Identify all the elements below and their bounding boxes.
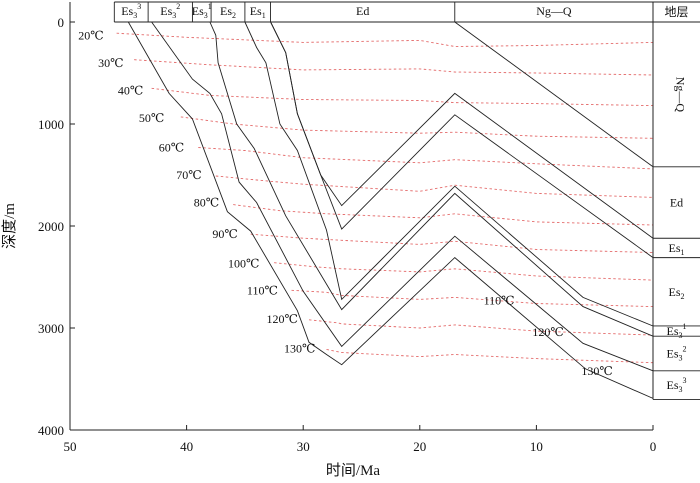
y-axis-title: 深度/m — [1, 203, 18, 249]
isotherm-line — [250, 233, 654, 253]
strata-unit-label: Es2 — [669, 285, 685, 301]
isotherm-line — [308, 319, 654, 336]
x-tick-label: 50 — [64, 439, 77, 454]
x-axis-title: 时间/Ma — [326, 462, 381, 479]
burial-curve — [151, 21, 654, 372]
header-unit-label: Es2 — [220, 4, 236, 20]
header-unit-label: Es32 — [160, 2, 180, 20]
burial-curve — [244, 21, 654, 327]
x-tick-label: 30 — [297, 439, 310, 454]
isotherm-label: 30℃ — [98, 56, 123, 70]
x-tick-label: 40 — [180, 439, 193, 454]
header-unit-label: Es31 — [192, 2, 212, 20]
x-tick-label: 0 — [650, 439, 657, 454]
isotherm-line — [233, 204, 654, 226]
isotherm-line — [198, 147, 654, 170]
axes-layer: 50 40 30 20 10 0 时间/Ma 0 1000 2000 3000 4000 深度/m — [1, 15, 656, 479]
isotherm-line — [274, 262, 654, 281]
isotherm-label: 50℃ — [139, 111, 164, 125]
strata-unit-label: Ed — [670, 196, 683, 210]
header-unit-label: Ng—Q — [536, 4, 572, 18]
header-unit-label: Es33 — [121, 2, 141, 20]
isotherm-label: 20℃ — [78, 28, 103, 42]
isotherm-label: 130℃ — [284, 341, 315, 355]
burial-curve-layer — [127, 21, 654, 399]
isotherm-label: 110℃ — [247, 283, 278, 297]
isotherm-labels: 20℃ 30℃ 40℃ 50℃ 60℃ 70℃ 80℃ 90℃ 100℃ 110℃ 120℃ 130℃… — [78, 28, 612, 378]
isotherm-label: 130℃ — [581, 364, 612, 378]
isotherm-line — [180, 116, 654, 139]
isotherm-line — [116, 32, 654, 47]
isotherm-label: 40℃ — [118, 83, 143, 97]
burial-curve — [209, 21, 654, 337]
y-tick-label: 1000 — [38, 117, 64, 132]
isotherm-label: 120℃ — [532, 325, 563, 339]
strata-unit-label: Es33 — [667, 376, 687, 394]
strata-unit-label: Es1 — [669, 241, 685, 257]
y-tick-label: 2000 — [38, 219, 64, 234]
strata-unit-label: Ng—Q — [674, 77, 688, 113]
burial-curve — [270, 21, 654, 258]
strata-column: 地层 Ng—Q Ed Es1 Es2 Es31 Es32 Es33 — [653, 5, 700, 400]
strata-unit-label: Es31 — [667, 322, 687, 340]
isotherm-label: 90℃ — [212, 227, 237, 241]
burial-curve — [454, 21, 654, 168]
x-tick-label: 10 — [530, 439, 543, 454]
frame-layer — [69, 2, 654, 431]
isotherm-line — [291, 289, 654, 308]
burial-curve — [270, 21, 654, 239]
isotherm-label: 70℃ — [176, 168, 201, 182]
header-unit-label: Es1 — [250, 4, 266, 20]
y-tick-label: 0 — [58, 15, 65, 30]
isotherm-line — [134, 59, 654, 76]
isotherm-label: 60℃ — [159, 140, 184, 154]
burial-curve — [127, 21, 654, 399]
isotherm-label: 80℃ — [194, 196, 219, 210]
isotherm-label: 110℃ — [484, 293, 515, 307]
strata-unit-label: Es32 — [667, 345, 687, 363]
isotherm-line — [215, 175, 654, 198]
strata-column-title: 地层 — [664, 5, 688, 19]
isotherm-label: 120℃ — [266, 312, 297, 326]
isotherm-layer — [116, 32, 654, 364]
x-tick-label: 20 — [413, 439, 426, 454]
header-unit-label: Ed — [356, 4, 369, 18]
isotherm-line — [151, 87, 654, 107]
isotherm-line — [326, 348, 654, 364]
stratigraphic-header: Es33 Es32 Es31 Es2 Es1 Ed Ng—Q — [113, 1, 700, 23]
y-tick-label: 4000 — [38, 423, 64, 438]
isotherm-label: 100℃ — [228, 257, 259, 271]
y-tick-label: 3000 — [38, 321, 64, 336]
